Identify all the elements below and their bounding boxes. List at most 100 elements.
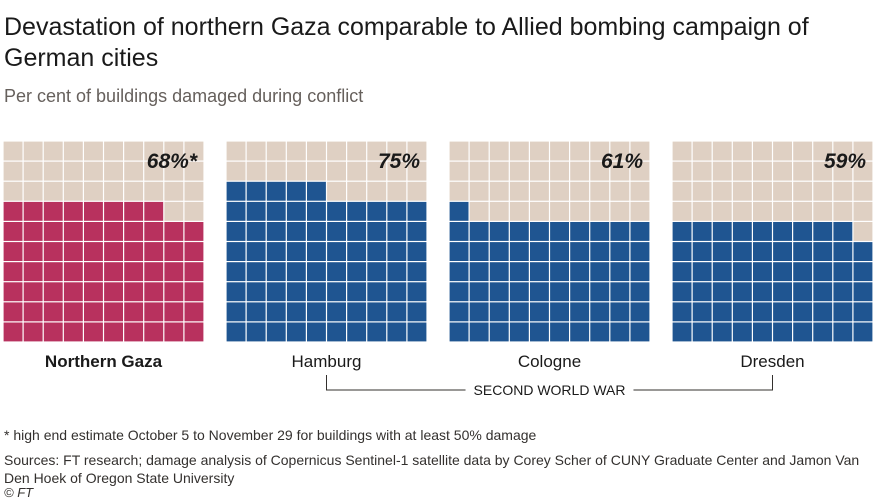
waffle-cell-filled xyxy=(367,201,387,221)
waffle-cell-empty xyxy=(164,181,184,201)
waffle-cell-filled xyxy=(630,302,650,322)
waffle-cell-filled xyxy=(630,262,650,282)
waffle-cell-empty xyxy=(712,141,732,161)
waffle-cell-empty xyxy=(630,161,650,181)
waffle-cell-empty xyxy=(469,161,489,181)
waffle-cell-filled xyxy=(793,322,813,342)
waffle-cell-filled xyxy=(43,201,63,221)
waffle-cell-empty xyxy=(550,141,569,161)
waffle-cell-filled xyxy=(124,242,144,261)
waffle-cell-filled xyxy=(530,242,549,261)
waffle-cell-empty xyxy=(570,181,590,201)
value-label: 61% xyxy=(601,150,643,173)
waffle-cell-empty xyxy=(530,181,549,201)
waffle-cell-filled xyxy=(853,282,873,302)
waffle-cell-filled xyxy=(307,222,326,241)
waffle-cell-empty xyxy=(712,161,732,181)
waffle-cell-filled xyxy=(43,262,63,282)
waffle-cell-empty xyxy=(813,161,833,181)
waffle-cell-filled xyxy=(226,282,246,302)
waffle-cell-filled xyxy=(773,262,792,282)
waffle-cell-filled xyxy=(63,302,83,322)
waffle-cell-filled xyxy=(104,302,123,322)
waffle-cell-filled xyxy=(327,262,346,282)
waffle-cell-empty xyxy=(3,161,23,181)
waffle-cell-empty xyxy=(347,141,367,161)
footnote: * high end estimate October 5 to Novembe… xyxy=(4,427,537,443)
waffle-cell-filled xyxy=(387,201,407,221)
waffle-cell-empty xyxy=(23,181,43,201)
waffle-cell-filled xyxy=(347,302,367,322)
waffle-cell-filled xyxy=(84,262,103,282)
waffle-cell-filled xyxy=(550,222,569,241)
waffle-cell-filled xyxy=(469,262,489,282)
waffle-cell-filled xyxy=(813,322,833,342)
waffle-cell-filled xyxy=(712,242,732,261)
waffle-cell-filled xyxy=(407,302,427,322)
waffle-cell-empty xyxy=(469,141,489,161)
waffle-cell-empty xyxy=(550,201,569,221)
waffle-cell-empty xyxy=(367,161,387,181)
waffle-cell-filled xyxy=(813,302,833,322)
waffle-cell-filled xyxy=(164,242,184,261)
waffle-cell-empty xyxy=(144,141,164,161)
waffle-cell-empty xyxy=(833,141,853,161)
waffle-cell-filled xyxy=(407,262,427,282)
waffle-cell-filled xyxy=(570,302,590,322)
waffle-cell-filled xyxy=(104,242,123,261)
waffle-cell-filled xyxy=(672,302,692,322)
waffle-cell-empty xyxy=(469,201,489,221)
waffle-cell-empty xyxy=(833,201,853,221)
waffle-cell-filled xyxy=(449,222,469,241)
category-label: Dresden xyxy=(740,352,804,371)
waffle-cell-filled xyxy=(307,262,326,282)
waffle-cell-empty xyxy=(509,201,529,221)
waffle-cell-filled xyxy=(367,322,387,342)
waffle-cell-filled xyxy=(23,302,43,322)
waffle-cell-filled xyxy=(104,201,123,221)
waffle-cell-empty xyxy=(266,141,286,161)
waffle-cell-filled xyxy=(327,242,346,261)
waffle-cell-filled xyxy=(104,262,123,282)
waffle-cell-filled xyxy=(23,262,43,282)
waffle-cell-empty xyxy=(692,201,712,221)
waffle-cell-filled xyxy=(550,242,569,261)
waffle-cell-filled xyxy=(347,222,367,241)
waffle-cell-filled xyxy=(833,322,853,342)
waffle-cell-filled xyxy=(307,242,326,261)
waffle-cell-filled xyxy=(630,222,650,241)
waffle-cell-filled xyxy=(226,222,246,241)
waffle-cell-filled xyxy=(813,222,833,241)
waffle-cell-empty xyxy=(43,141,63,161)
waffle-cell-empty xyxy=(530,161,549,181)
chart-title: Devastation of northern Gaza comparable … xyxy=(4,13,809,72)
waffle-cell-filled xyxy=(266,222,286,241)
waffle-cell-empty xyxy=(347,161,367,181)
waffle-cell-empty xyxy=(570,161,590,181)
waffle-cell-filled xyxy=(509,262,529,282)
waffle-cell-filled xyxy=(266,282,286,302)
waffle-cell-filled xyxy=(387,222,407,241)
waffle-cell-filled xyxy=(84,322,103,342)
waffle-cell-empty xyxy=(590,201,610,221)
waffle-cell-empty xyxy=(184,201,204,221)
waffle-cell-filled xyxy=(712,262,732,282)
waffle-cell-filled xyxy=(712,222,732,241)
waffle-cell-filled xyxy=(712,282,732,302)
waffle-cell-empty xyxy=(773,141,792,161)
waffle-cell-filled xyxy=(449,322,469,342)
waffle-cell-filled xyxy=(307,302,326,322)
waffle-cell-filled xyxy=(509,222,529,241)
waffle-panel-cologne: 61% Cologne xyxy=(449,141,650,371)
waffle-cell-filled xyxy=(184,302,204,322)
waffle-cell-empty xyxy=(104,181,123,201)
waffle-cell-filled xyxy=(813,282,833,302)
waffle-cell-filled xyxy=(144,222,164,241)
waffle-cell-empty xyxy=(63,181,83,201)
waffle-cell-filled xyxy=(266,322,286,342)
waffle-cell-filled xyxy=(449,201,469,221)
waffle-cell-filled xyxy=(387,322,407,342)
waffle-cell-empty xyxy=(184,181,204,201)
waffle-cell-filled xyxy=(570,262,590,282)
